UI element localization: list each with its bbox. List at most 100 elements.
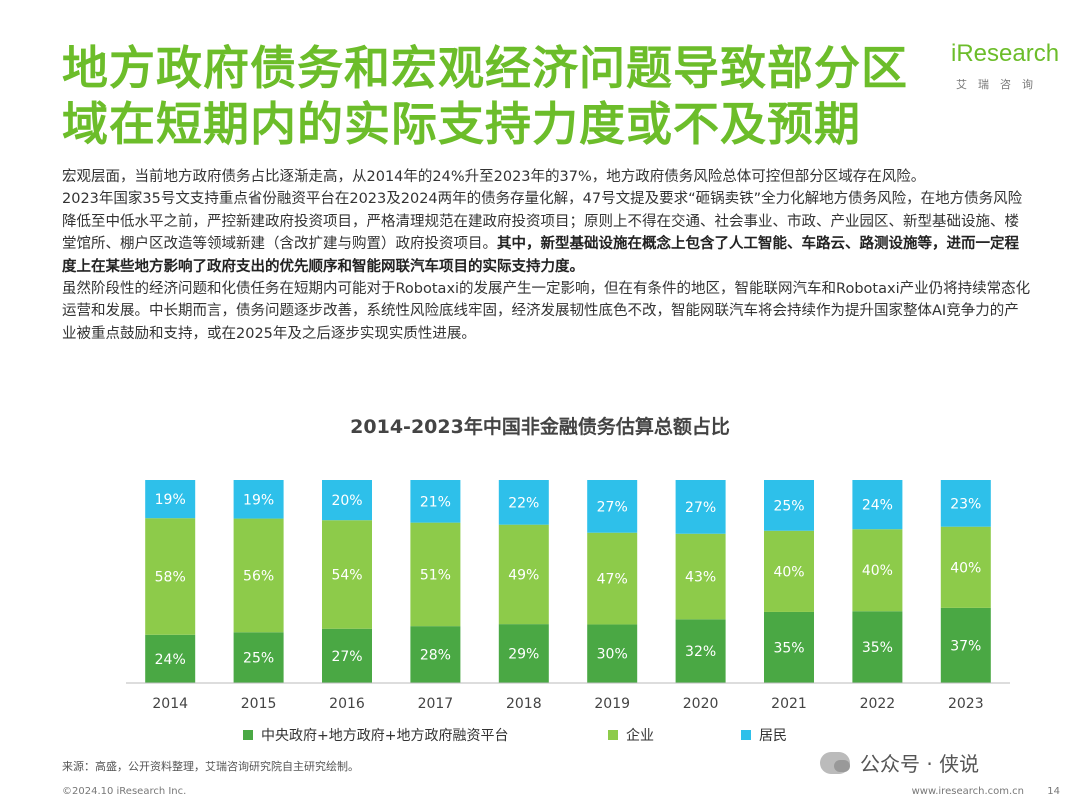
legend-label-0: 中央政府+地方政府+地方政府融资平台 xyxy=(261,728,509,744)
bar-2015-series-2 xyxy=(233,480,284,519)
data-label-2016-series-2: 20% xyxy=(331,493,362,509)
data-label-2017-series-2: 21% xyxy=(420,494,451,510)
paragraph-2: 2023年国家35号文支持重点省份融资平台在2023及2024两年的债务存量化解… xyxy=(62,188,1032,278)
x-tick-label-2021: 2021 xyxy=(771,696,807,712)
website-url: www.iresearch.com.cn xyxy=(911,786,1024,797)
data-label-2015-series-2: 19% xyxy=(243,492,274,508)
logo-subtitle: 艾瑞咨询 xyxy=(956,78,1044,91)
bar-2018-series-0 xyxy=(498,624,549,683)
paragraph-2-text: 2023年国家35号文支持重点省份融资平台在2023及2024两年的债务存量化解… xyxy=(62,191,1023,253)
legend-swatch-1 xyxy=(608,730,618,740)
bar-2018-series-2 xyxy=(498,480,549,525)
data-label-2022-series-0: 35% xyxy=(862,640,893,656)
watermark: 公众号 · 侠说 xyxy=(820,748,979,777)
x-tick-label-2018: 2018 xyxy=(506,696,542,712)
x-tick-label-2019: 2019 xyxy=(594,696,630,712)
bar-2023-series-2 xyxy=(940,480,991,527)
data-label-2019-series-1: 47% xyxy=(597,572,628,588)
data-label-2019-series-2: 27% xyxy=(597,499,628,515)
legend-item-1: 企业 xyxy=(608,725,654,745)
data-label-2021-series-0: 35% xyxy=(773,640,804,656)
data-label-2017-series-0: 28% xyxy=(420,648,451,664)
x-tick-label-2014: 2014 xyxy=(152,696,188,712)
bar-2014-series-0 xyxy=(145,634,196,683)
bar-2020-series-2 xyxy=(675,480,726,534)
data-label-2018-series-0: 29% xyxy=(508,647,539,663)
bar-2023-series-1 xyxy=(940,526,991,608)
data-label-2018-series-2: 22% xyxy=(508,495,539,511)
source-note: 来源：高盛，公开资料整理，艾瑞咨询研究院自主研究绘制。 xyxy=(62,760,359,773)
data-label-2020-series-0: 32% xyxy=(685,644,716,660)
bar-2022-series-0 xyxy=(852,611,903,683)
bar-2020-series-1 xyxy=(675,533,726,620)
bar-2022-series-1 xyxy=(852,529,903,612)
x-tick-label-2020: 2020 xyxy=(683,696,719,712)
bar-2022-series-2 xyxy=(852,480,903,530)
page-title-line-1: 地方政府债务和宏观经济问题导致部分区 xyxy=(62,41,908,95)
bar-2015-series-1 xyxy=(233,518,284,633)
bar-2016-series-1 xyxy=(322,520,372,629)
data-label-2023-series-1: 40% xyxy=(950,560,981,576)
data-label-2022-series-1: 40% xyxy=(862,563,893,579)
data-label-2016-series-1: 54% xyxy=(331,567,362,583)
body-text: 宏观层面，当前地方政府债务占比逐渐走高，从2014年的24%升至2023年的37… xyxy=(62,166,1032,345)
paragraph-2-bold: 其中，新型基础设施在概念上包含了人工智能、车路云、路测设施等，进而一定程度上在某… xyxy=(62,236,1019,275)
bar-2019-series-1 xyxy=(587,532,638,625)
bar-2016-series-2 xyxy=(322,480,372,521)
bar-2019-series-2 xyxy=(587,480,638,533)
x-tick-label-2023: 2023 xyxy=(948,696,984,712)
data-label-2014-series-0: 24% xyxy=(155,652,186,668)
bar-2014-series-1 xyxy=(145,518,196,635)
legend-swatch-2 xyxy=(741,730,751,740)
data-label-2022-series-2: 24% xyxy=(862,498,893,514)
data-label-2017-series-1: 51% xyxy=(420,567,451,583)
page-title: 地方政府债务和宏观经济问题导致部分区 域在短期内的实际支持力度或不及预期 xyxy=(62,40,942,152)
bar-2014-series-2 xyxy=(145,480,196,519)
bar-2018-series-1 xyxy=(498,524,549,625)
bar-2021-series-0 xyxy=(764,611,814,683)
legend-item-2: 居民 xyxy=(741,725,787,745)
bar-2017-series-0 xyxy=(410,626,461,683)
bar-2023-series-0 xyxy=(940,607,991,683)
chart-legend: 中央政府+地方政府+地方政府融资平台 企业 居民 xyxy=(0,725,1080,749)
iresearch-logo: iResearch 艾瑞咨询 xyxy=(945,36,1059,96)
legend-label-2: 居民 xyxy=(759,728,787,744)
legend-swatch-0 xyxy=(243,730,253,740)
bar-2021-series-2 xyxy=(764,480,814,531)
bar-2015-series-0 xyxy=(233,632,284,683)
bar-2017-series-1 xyxy=(410,522,461,627)
bar-2019-series-0 xyxy=(587,624,638,683)
watermark-text: 公众号 · 侠说 xyxy=(860,752,980,776)
data-label-2019-series-0: 30% xyxy=(597,647,628,663)
chart-title: 2014-2023年中国非金融债务估算总额占比 xyxy=(350,416,730,438)
data-label-2023-series-2: 23% xyxy=(950,496,981,512)
page-number: 14 xyxy=(1047,786,1060,797)
legend-item-0: 中央政府+地方政府+地方政府融资平台 xyxy=(243,725,508,745)
data-label-2020-series-2: 27% xyxy=(685,500,716,516)
bar-2017-series-2 xyxy=(410,480,461,523)
x-tick-label-2017: 2017 xyxy=(418,696,454,712)
data-label-2015-series-0: 25% xyxy=(243,651,274,667)
data-label-2016-series-0: 27% xyxy=(331,649,362,665)
bar-2021-series-1 xyxy=(764,530,814,612)
page-title-line-2: 域在短期内的实际支持力度或不及预期 xyxy=(62,97,861,151)
legend-label-1: 企业 xyxy=(626,728,654,744)
copyright: ©2024.10 iResearch Inc. xyxy=(62,786,187,797)
x-tick-label-2022: 2022 xyxy=(860,696,896,712)
bar-2020-series-0 xyxy=(675,619,726,683)
data-label-2021-series-1: 40% xyxy=(773,564,804,580)
data-label-2014-series-1: 58% xyxy=(155,569,186,585)
data-label-2021-series-2: 25% xyxy=(773,498,804,514)
paragraph-1: 宏观层面，当前地方政府债务占比逐渐走高，从2014年的24%升至2023年的37… xyxy=(62,169,926,185)
data-label-2020-series-1: 43% xyxy=(685,570,716,586)
data-label-2015-series-1: 56% xyxy=(243,568,274,584)
bar-2016-series-0 xyxy=(322,628,372,683)
x-tick-label-2016: 2016 xyxy=(329,696,365,712)
data-label-2014-series-2: 19% xyxy=(155,492,186,508)
wechat-icon xyxy=(820,751,850,774)
data-label-2018-series-1: 49% xyxy=(508,567,539,583)
x-tick-label-2015: 2015 xyxy=(241,696,277,712)
data-label-2023-series-0: 37% xyxy=(950,638,981,654)
paragraph-3: 虽然阶段性的经济问题和化债任务在短期内可能对于Robotaxi的发展产生一定影响… xyxy=(62,281,1031,342)
